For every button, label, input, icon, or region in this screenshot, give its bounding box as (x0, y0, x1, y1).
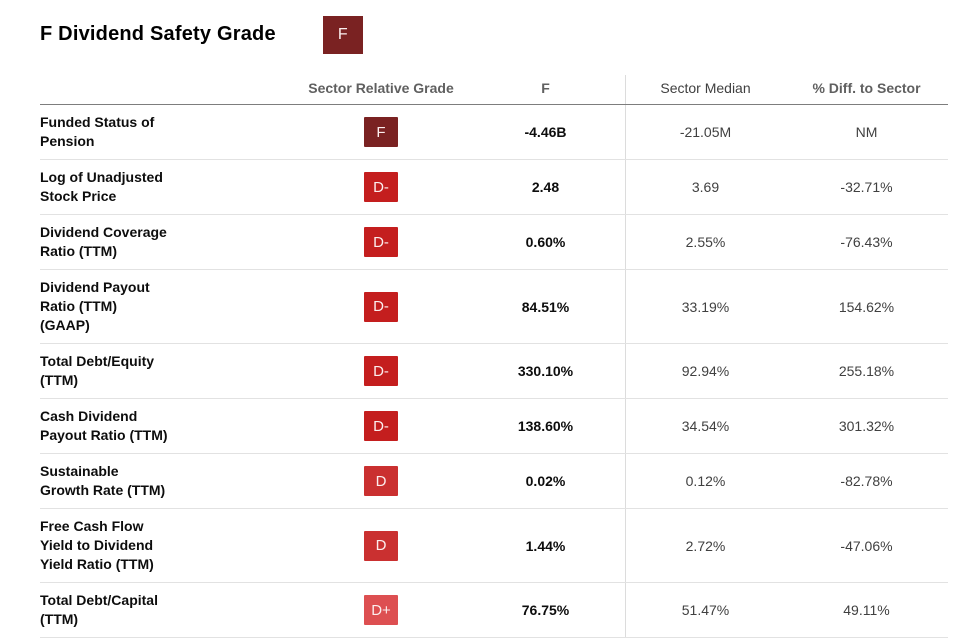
sector-median-value: -21.05M (625, 105, 785, 159)
diff-to-sector-value: 301.32% (838, 418, 895, 434)
metric-label: Cash Dividend Payout Ratio (TTM) (40, 408, 168, 443)
column-header-ticker: F (541, 80, 550, 96)
company-value: 84.51% (521, 298, 570, 315)
page-title: F Dividend Safety Grade (40, 23, 276, 45)
column-header-sector-relative-grade: Sector Relative Grade (308, 80, 454, 96)
sector-median-value: 2.55% (625, 215, 785, 269)
grade-badge: D- (364, 356, 398, 386)
metric-label: Total Debt/Capital (TTM) (40, 592, 158, 627)
diff-to-sector-value: -76.43% (840, 234, 893, 250)
grade-badge: D- (364, 291, 398, 322)
table-row: Dividend Payout Ratio (TTM) (GAAP) D- 84… (40, 270, 948, 344)
company-value: 0.60% (525, 234, 566, 250)
company-value: 1.44% (525, 537, 566, 554)
column-header-metric (40, 75, 296, 104)
company-value: 0.02% (525, 473, 566, 489)
grade-cell: D- (296, 270, 466, 343)
grade-badge: F (364, 117, 398, 147)
grade-badge: D- (364, 227, 398, 257)
title-row: F Dividend Safety Grade F (40, 0, 948, 54)
metric-label: Total Debt/Equity (TTM) (40, 353, 155, 388)
diff-to-sector-value: -32.71% (840, 179, 893, 195)
panel-content: F Dividend Safety Grade F Sector Relativ… (40, 0, 948, 638)
column-header-sector-median: Sector Median (625, 75, 785, 104)
grades-table: Sector Relative Grade F Sector Median % … (40, 75, 948, 638)
company-value: 138.60% (517, 418, 574, 434)
table-row: Total Debt/Equity (TTM) D- 330.10% 92.94… (40, 344, 948, 399)
grade-cell: D- (296, 344, 466, 398)
company-value: -4.46B (524, 124, 567, 140)
grade-badge: D (364, 530, 398, 561)
diff-to-sector-value: 255.18% (838, 363, 895, 379)
column-header-diff-to-sector: % Diff. to Sector (812, 80, 921, 96)
grade-badge: D (364, 466, 398, 496)
diff-to-sector-value: -47.06% (840, 537, 893, 554)
grade-cell: F (296, 105, 466, 159)
diff-to-sector-value: 154.62% (838, 298, 895, 315)
metric-label: Dividend Coverage Ratio (TTM) (40, 224, 167, 259)
table-row: Free Cash Flow Yield to Dividend Yield R… (40, 509, 948, 583)
table-row: Funded Status of Pension F -4.46B -21.05… (40, 105, 948, 160)
grade-badge: D+ (364, 595, 398, 625)
sector-median-value: 0.12% (625, 454, 785, 508)
overall-grade-badge: F (322, 15, 363, 54)
sector-median-value: 3.69 (625, 160, 785, 214)
company-value: 2.48 (531, 179, 560, 195)
sector-median-value: 51.47% (625, 583, 785, 637)
table-row: Dividend Coverage Ratio (TTM) D- 0.60% 2… (40, 215, 948, 270)
table-row: Total Debt/Capital (TTM) D+ 76.75% 51.47… (40, 583, 948, 638)
table-row: Cash Dividend Payout Ratio (TTM) D- 138.… (40, 399, 948, 454)
metric-label: Log of Unadjusted Stock Price (40, 169, 163, 204)
grade-cell: D- (296, 399, 466, 453)
sector-median-value: 92.94% (625, 344, 785, 398)
grade-cell: D- (296, 215, 466, 269)
table-header-row: Sector Relative Grade F Sector Median % … (40, 75, 948, 105)
metric-label: Funded Status of Pension (40, 114, 155, 149)
grade-cell: D- (296, 160, 466, 214)
sector-median-value: 33.19% (625, 270, 785, 343)
grade-cell: D (296, 509, 466, 582)
table-body: Funded Status of Pension F -4.46B -21.05… (40, 105, 948, 638)
company-value: 76.75% (521, 602, 570, 618)
metric-label: Sustainable Growth Rate (TTM) (40, 463, 166, 498)
metric-label: Dividend Payout Ratio (TTM) (GAAP) (40, 279, 150, 333)
sector-median-value: 34.54% (625, 399, 785, 453)
company-value: 330.10% (517, 363, 574, 379)
grade-badge: D- (364, 172, 398, 202)
table-row: Sustainable Growth Rate (TTM) D 0.02% 0.… (40, 454, 948, 509)
diff-to-sector-value: 49.11% (843, 602, 890, 618)
diff-to-sector-value: -82.78% (840, 473, 893, 489)
table-row: Log of Unadjusted Stock Price D- 2.48 3.… (40, 160, 948, 215)
diff-to-sector-value: NM (855, 124, 878, 140)
grade-cell: D (296, 454, 466, 508)
grade-cell: D+ (296, 583, 466, 637)
grade-badge: D- (364, 411, 398, 441)
metric-label: Free Cash Flow Yield to Dividend Yield R… (40, 518, 154, 572)
sector-median-value: 2.72% (625, 509, 785, 582)
